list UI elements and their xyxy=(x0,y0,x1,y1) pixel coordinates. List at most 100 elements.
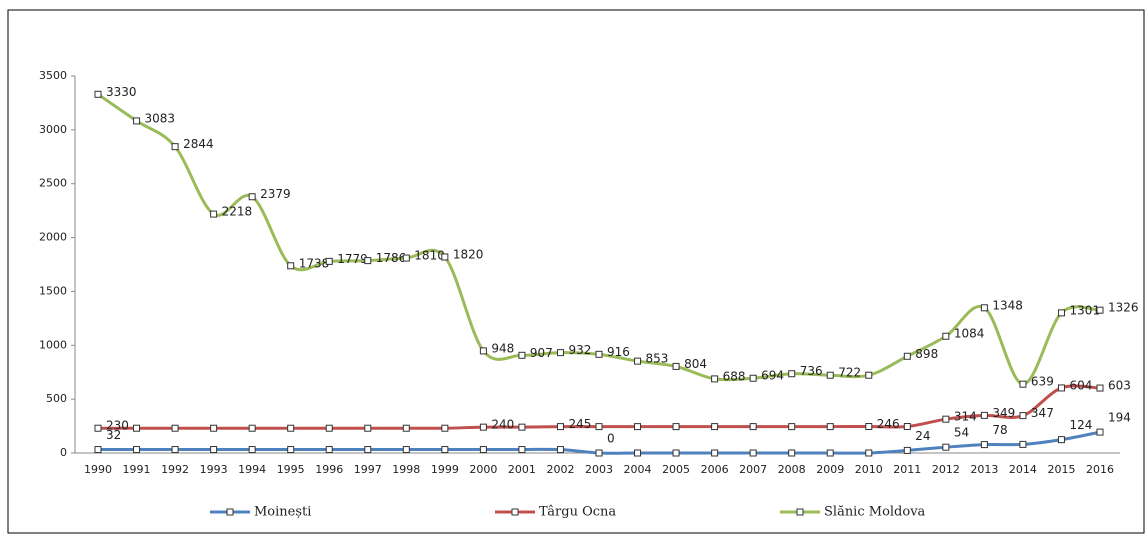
data-point xyxy=(595,423,603,431)
data-point xyxy=(826,449,834,457)
data-label: 230 xyxy=(106,419,129,433)
x-tick-label: 2000 xyxy=(469,463,497,476)
data-point xyxy=(94,446,102,454)
data-point xyxy=(749,449,757,457)
data-point xyxy=(287,446,295,454)
x-tick-label: 1991 xyxy=(123,463,151,476)
data-point xyxy=(942,415,950,423)
x-tick-label: 1992 xyxy=(161,463,189,476)
data-point xyxy=(479,347,487,355)
data-label: 246 xyxy=(877,417,900,431)
data-point xyxy=(980,441,988,449)
data-point xyxy=(595,350,603,358)
data-label: 24 xyxy=(915,429,930,443)
x-tick-label: 2011 xyxy=(893,463,921,476)
data-point xyxy=(1019,412,1027,420)
data-label: 639 xyxy=(1031,375,1054,389)
data-label: 1738 xyxy=(299,256,330,270)
data-point xyxy=(1057,384,1065,392)
data-point xyxy=(171,143,179,151)
data-point xyxy=(711,423,719,431)
y-tick-label: 0 xyxy=(60,446,67,459)
x-tick-label: 2014 xyxy=(1009,463,1037,476)
data-point xyxy=(634,449,642,457)
data-point xyxy=(1019,440,1027,448)
data-point xyxy=(634,423,642,431)
data-point xyxy=(364,257,372,265)
legend-marker xyxy=(796,508,804,516)
data-label: 604 xyxy=(1069,378,1092,392)
data-point xyxy=(1019,380,1027,388)
data-label: 853 xyxy=(646,352,669,366)
data-point xyxy=(94,424,102,432)
data-point xyxy=(325,424,333,432)
data-label: 240 xyxy=(491,418,514,432)
y-tick-label: 500 xyxy=(46,392,67,405)
data-label: 1084 xyxy=(954,327,985,341)
data-point xyxy=(865,449,873,457)
data-point xyxy=(210,210,218,218)
data-point xyxy=(248,446,256,454)
data-point xyxy=(402,446,410,454)
data-point xyxy=(210,424,218,432)
data-point xyxy=(711,449,719,457)
data-point xyxy=(749,374,757,382)
x-tick-label: 1997 xyxy=(354,463,382,476)
data-point xyxy=(1057,309,1065,317)
data-point xyxy=(788,449,796,457)
data-label: 804 xyxy=(684,357,707,371)
x-tick-label: 2009 xyxy=(816,463,844,476)
data-point xyxy=(518,351,526,359)
legend-label: Slănic Moldova xyxy=(824,505,926,520)
data-point xyxy=(749,423,757,431)
data-label: 694 xyxy=(761,369,784,383)
data-label: 1348 xyxy=(992,298,1023,312)
data-point xyxy=(556,349,564,357)
data-label: 1820 xyxy=(453,247,484,261)
data-label: 124 xyxy=(1069,418,1092,432)
data-point xyxy=(248,424,256,432)
x-tick-label: 1999 xyxy=(431,463,459,476)
data-point xyxy=(325,257,333,265)
x-tick-label: 1995 xyxy=(277,463,305,476)
x-tick-label: 2006 xyxy=(701,463,729,476)
data-label: 1326 xyxy=(1108,301,1139,315)
data-label: 722 xyxy=(838,366,861,380)
x-tick-label: 2001 xyxy=(508,463,536,476)
data-label: 245 xyxy=(568,417,591,431)
data-label: 347 xyxy=(1031,406,1054,420)
x-tick-label: 2008 xyxy=(778,463,806,476)
data-point xyxy=(1096,306,1104,314)
data-point xyxy=(942,332,950,340)
data-label: 1301 xyxy=(1069,303,1100,317)
x-tick-label: 2002 xyxy=(546,463,574,476)
data-point xyxy=(441,424,449,432)
x-tick-label: 2012 xyxy=(932,463,960,476)
data-point xyxy=(133,117,141,125)
data-label: 78 xyxy=(992,423,1007,437)
data-point xyxy=(826,423,834,431)
data-label: 349 xyxy=(992,406,1015,420)
x-tick-label: 2016 xyxy=(1086,463,1114,476)
data-label: 1810 xyxy=(414,249,445,263)
x-tick-label: 2010 xyxy=(855,463,883,476)
data-label: 932 xyxy=(568,343,591,357)
data-point xyxy=(942,443,950,451)
data-point xyxy=(133,446,141,454)
data-label: 32 xyxy=(106,428,121,442)
data-point xyxy=(903,352,911,360)
data-point xyxy=(634,357,642,365)
data-point xyxy=(171,446,179,454)
data-label: 2379 xyxy=(260,187,291,201)
data-point xyxy=(1096,384,1104,392)
data-point xyxy=(556,423,564,431)
data-point xyxy=(287,424,295,432)
data-point xyxy=(788,370,796,378)
data-point xyxy=(518,446,526,454)
data-label: 688 xyxy=(723,369,746,383)
y-tick-label: 3000 xyxy=(39,123,67,136)
data-point xyxy=(826,371,834,379)
x-tick-label: 1998 xyxy=(392,463,420,476)
y-tick-label: 1000 xyxy=(39,338,67,351)
